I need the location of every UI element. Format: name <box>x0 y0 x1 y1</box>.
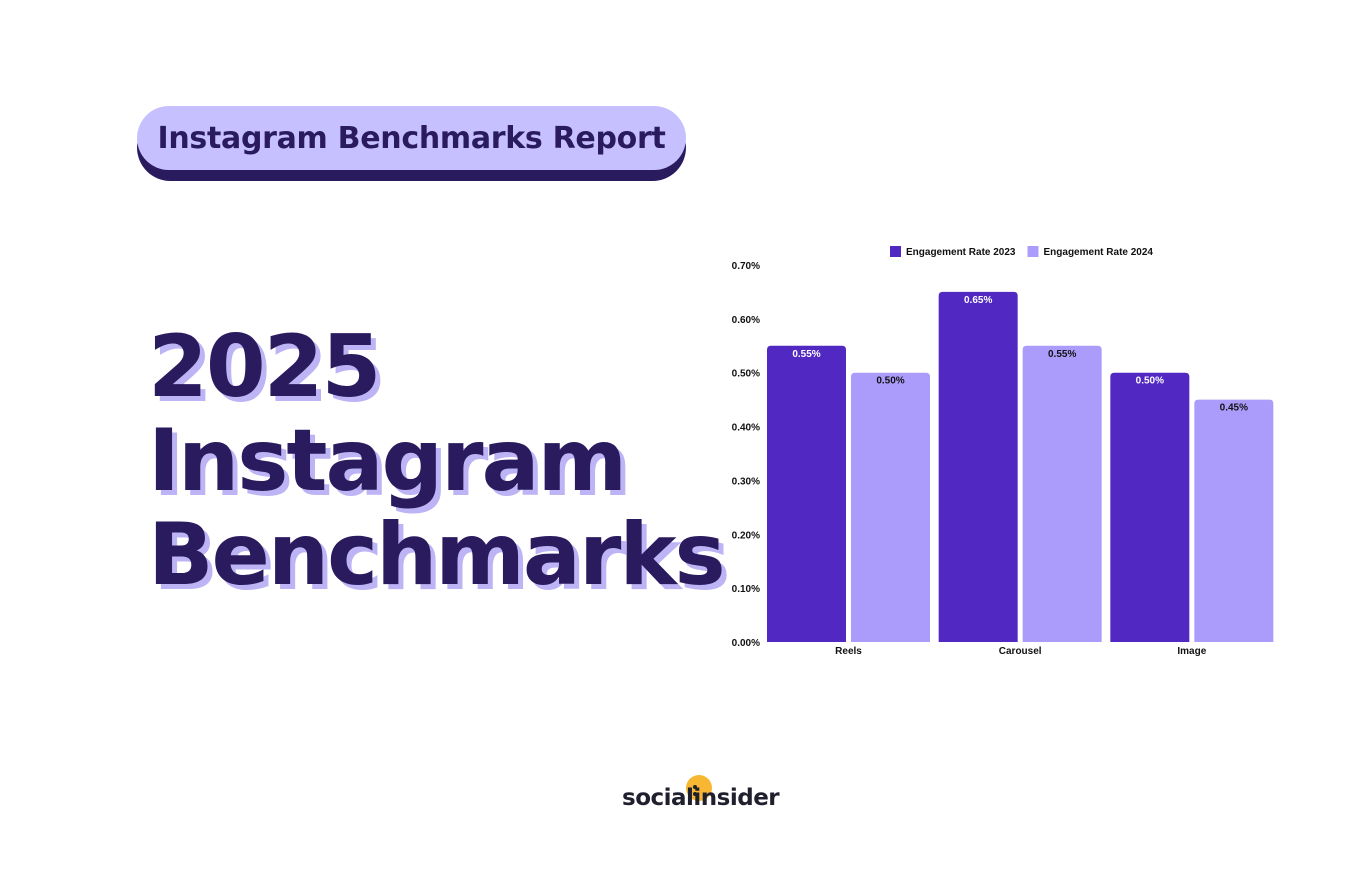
logo-dot-icon <box>686 775 712 801</box>
report-badge-label: Instagram Benchmarks Report <box>137 106 686 170</box>
y-tick-label: 0.70% <box>732 261 760 272</box>
legend-label: Engagement Rate 2024 <box>1044 247 1154 258</box>
bar-reels-2023 <box>767 345 846 642</box>
bar-value-label: 0.55% <box>792 349 820 360</box>
y-tick-label: 0.60% <box>732 315 760 326</box>
y-tick-label: 0.30% <box>732 476 760 487</box>
bar-image-2024 <box>1194 399 1274 642</box>
x-category-label: Carousel <box>999 646 1042 657</box>
bar-reels-2024 <box>851 372 930 642</box>
y-tick-label: 0.40% <box>732 423 760 434</box>
bar-value-label: 0.45% <box>1220 403 1248 414</box>
bar-value-label: 0.55% <box>1048 349 1076 360</box>
page-headline: 2025 Instagram Benchmarks <box>148 317 726 605</box>
legend-label: Engagement Rate 2023 <box>906 247 1016 258</box>
x-category-label: Image <box>1177 646 1206 657</box>
y-tick-label: 0.00% <box>732 638 760 649</box>
bar-value-label: 0.50% <box>876 376 904 387</box>
legend-swatch <box>890 246 901 257</box>
logo-eye-icon <box>693 785 697 789</box>
x-category-label: Reels <box>835 646 862 657</box>
y-tick-label: 0.10% <box>732 584 760 595</box>
socialinsider-logo: socialinsider <box>622 775 792 815</box>
bar-value-label: 0.50% <box>1136 376 1164 387</box>
y-tick-label: 0.20% <box>732 530 760 541</box>
bar-image-2023 <box>1110 372 1190 642</box>
bar-value-label: 0.65% <box>964 295 992 306</box>
bar-carousel-2024 <box>1022 345 1102 642</box>
report-badge: Instagram Benchmarks Report <box>137 106 686 181</box>
logo-text: socialinsider <box>622 785 780 811</box>
legend-swatch <box>1027 246 1039 257</box>
headline-line-platform: Instagram <box>148 411 627 511</box>
headline-line-topic: Benchmarks <box>148 505 726 605</box>
headline-line-year: 2025 <box>148 317 381 417</box>
logo-eye-icon <box>693 792 697 796</box>
y-tick-label: 0.50% <box>732 369 760 380</box>
bar-carousel-2023 <box>938 291 1018 642</box>
